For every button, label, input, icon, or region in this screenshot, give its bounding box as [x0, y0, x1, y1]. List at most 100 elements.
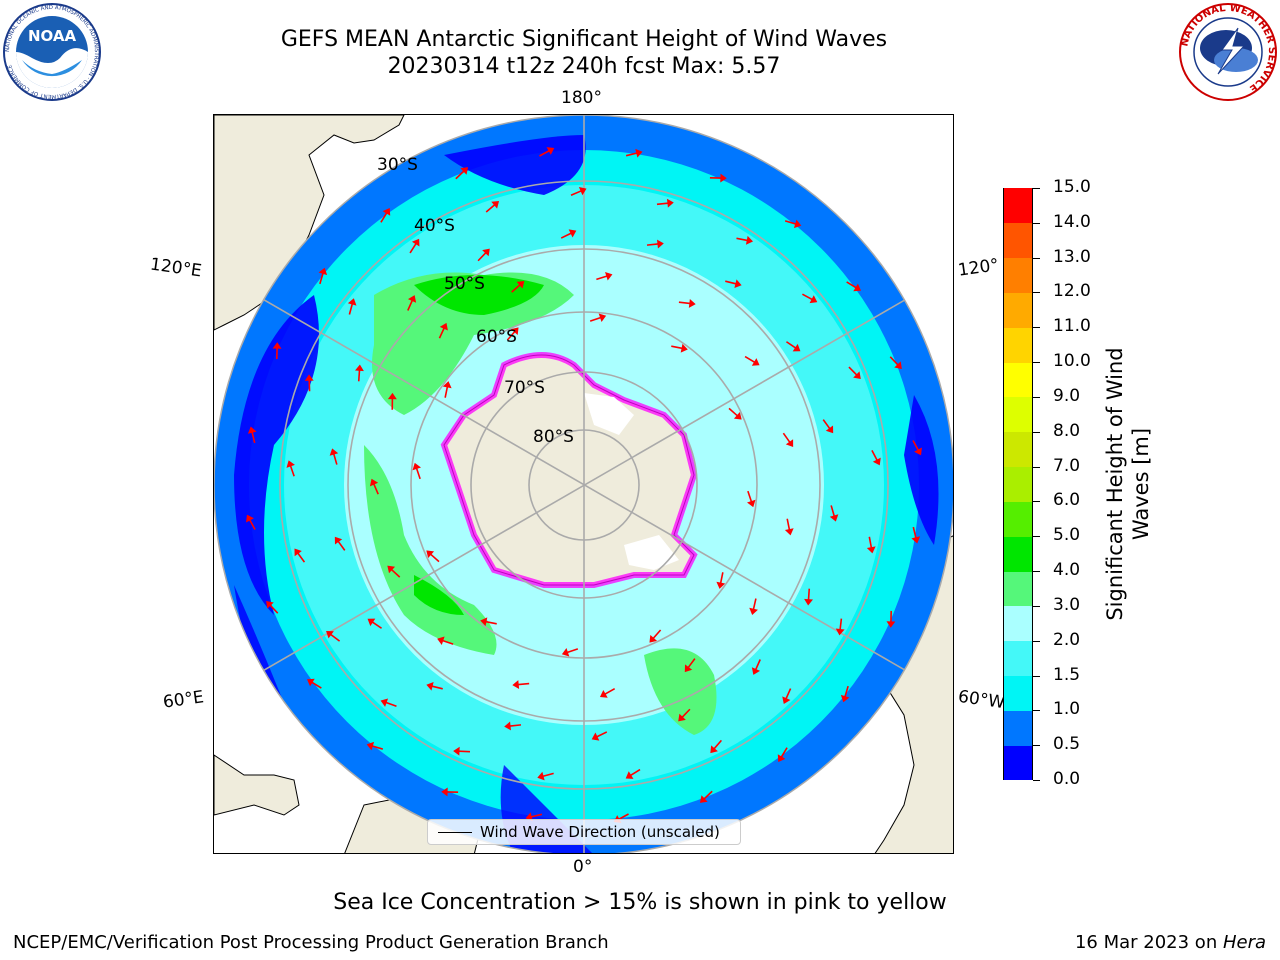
chart-subtitle: 20230314 t12z 240h fcst Max: 5.57: [387, 54, 781, 79]
wave-arrow-shaft: [844, 685, 849, 697]
colorbar-tick: [1033, 710, 1040, 712]
wave-arrow-head: [286, 460, 295, 468]
wave-arrow-head: [914, 447, 922, 456]
wave-arrow-head: [835, 628, 845, 636]
wave-arrow-shaft: [596, 275, 608, 281]
colorbar-tick-label: 2.0: [1053, 629, 1081, 650]
colorbar-segment: [1004, 466, 1032, 502]
wave-arrow-head: [635, 148, 643, 158]
colorbar-tick: [1033, 188, 1040, 189]
wave-arrow-shaft: [455, 170, 465, 180]
wave-arrow-head: [792, 343, 801, 352]
wave-arrow-shaft: [848, 366, 858, 376]
wave-arrow-head: [649, 634, 658, 643]
wave-arrow-shaft: [630, 768, 641, 777]
wave-arrow-shaft: [518, 682, 530, 686]
wave-arrow-shaft: [251, 431, 256, 444]
colorbar-segment: [1004, 536, 1032, 572]
wave-arrow-head: [747, 499, 756, 508]
wave-arrow-shaft: [442, 639, 454, 645]
wave-arrow-shaft: [786, 341, 797, 349]
lon-label-180: 180°: [561, 88, 602, 108]
wave-arrow-head: [411, 238, 420, 247]
colorbar: [1003, 188, 1033, 781]
wave-arrow-shaft: [802, 293, 813, 301]
lon-label-60e: 60°E: [161, 687, 206, 713]
wave-arrow-head: [751, 358, 760, 366]
wave-arrow-shaft: [889, 356, 899, 366]
colorbar-segment: [1004, 362, 1032, 398]
wave-arrow-shaft: [868, 536, 873, 548]
colorbar-tick-label: 3.0: [1053, 594, 1081, 615]
wave-arrow-head: [680, 343, 688, 353]
wave-arrow-shaft: [589, 316, 601, 322]
wave-arrow-head: [825, 425, 834, 434]
wave-arrow-shaft: [333, 453, 338, 465]
wave-arrow-shaft: [542, 772, 554, 777]
colorbar-segment: [1004, 675, 1032, 711]
wave-patch-south-atlantic: [644, 648, 717, 735]
wave-arrow-shaft: [785, 688, 792, 699]
wave-arrow-head: [777, 754, 786, 763]
wave-arrow-head: [809, 295, 818, 304]
wave-arrow-shaft: [477, 252, 487, 262]
wave-arrow-head: [306, 678, 315, 687]
land-africa: [214, 754, 300, 816]
colorbar-tick-label: 6.0: [1053, 490, 1081, 511]
wave-arrow-head: [561, 648, 570, 657]
wave-arrow-shaft: [249, 519, 256, 530]
wave-arrow-head: [716, 581, 726, 589]
wave-arrow-head: [347, 298, 357, 306]
wave-arrow-head: [304, 374, 314, 381]
wave-arrow-head: [387, 392, 397, 400]
colorbar-tick-label: 8.0: [1053, 420, 1081, 441]
wave-arrow-head: [546, 147, 555, 155]
wave-arrow-shaft: [357, 370, 361, 382]
wave-arrow-shaft: [618, 813, 629, 820]
wave-arrow-shaft: [407, 300, 413, 311]
colorbar-tick-label: 0.0: [1053, 769, 1081, 789]
colorbar-tick-label: 13.0: [1053, 246, 1091, 267]
colorbar-segment: [1004, 501, 1032, 537]
wave-arrow-head: [442, 381, 452, 389]
footer-date: 16 Mar 2023 on Hera: [1075, 932, 1266, 953]
wave-arrow-head: [605, 271, 613, 281]
wave-arrow-head: [853, 371, 861, 380]
wave-arrow-head: [504, 721, 512, 731]
sea-ice: [440, 352, 698, 588]
colorbar-segment: [1004, 571, 1032, 607]
colorbar-segment: [1004, 745, 1032, 781]
colorbar-segment: [1004, 396, 1032, 433]
wave-arrow-shaft: [786, 518, 791, 530]
wave-arrow-shaft: [269, 604, 279, 614]
wave-arrow-head: [537, 771, 545, 781]
wave-arrow-shaft: [780, 747, 788, 758]
wave-arrow-shaft: [567, 648, 579, 654]
wave-arrow-shaft: [728, 407, 738, 417]
colorbar-tick: [1033, 745, 1040, 747]
wave-arrow-shaft: [671, 345, 683, 350]
noaa-logo: NOAA NATIONAL OCEANIC AND ATMOSPHERIC AD…: [3, 3, 101, 101]
wave-arrow-shaft: [431, 685, 443, 690]
colorbar-tick-label: 10.0: [1053, 351, 1091, 372]
lon-label-60w: 60°W: [956, 686, 1007, 714]
wave-arrow-shaft: [752, 598, 757, 610]
wave-arrow-shaft: [687, 658, 696, 668]
wave-arrow-head: [749, 607, 758, 615]
wave-arrow-head: [804, 598, 813, 606]
colorbar-tick-label: 1.0: [1053, 699, 1081, 720]
wave-arrow-head: [355, 364, 364, 372]
noaa-logo-text: NOAA: [28, 27, 77, 45]
wave-arrow-shaft: [337, 540, 346, 551]
footer-date-text: 16 Mar 2023 on: [1074, 932, 1223, 953]
wave-arrow-shaft: [755, 659, 761, 670]
wave-arrow-head: [886, 621, 896, 628]
wave-arrow-head: [453, 746, 460, 756]
colorbar-tick: [1033, 327, 1040, 329]
polar-map: 30°S 40°S 50°S 60°S 70°S 80°S: [214, 115, 953, 853]
wave-arrow-head: [407, 295, 417, 303]
wave-arrow-head: [599, 689, 608, 698]
legend-line-icon: [438, 831, 472, 833]
wave-arrow-shaft: [372, 745, 384, 750]
colorbar-tick: [1033, 675, 1040, 677]
